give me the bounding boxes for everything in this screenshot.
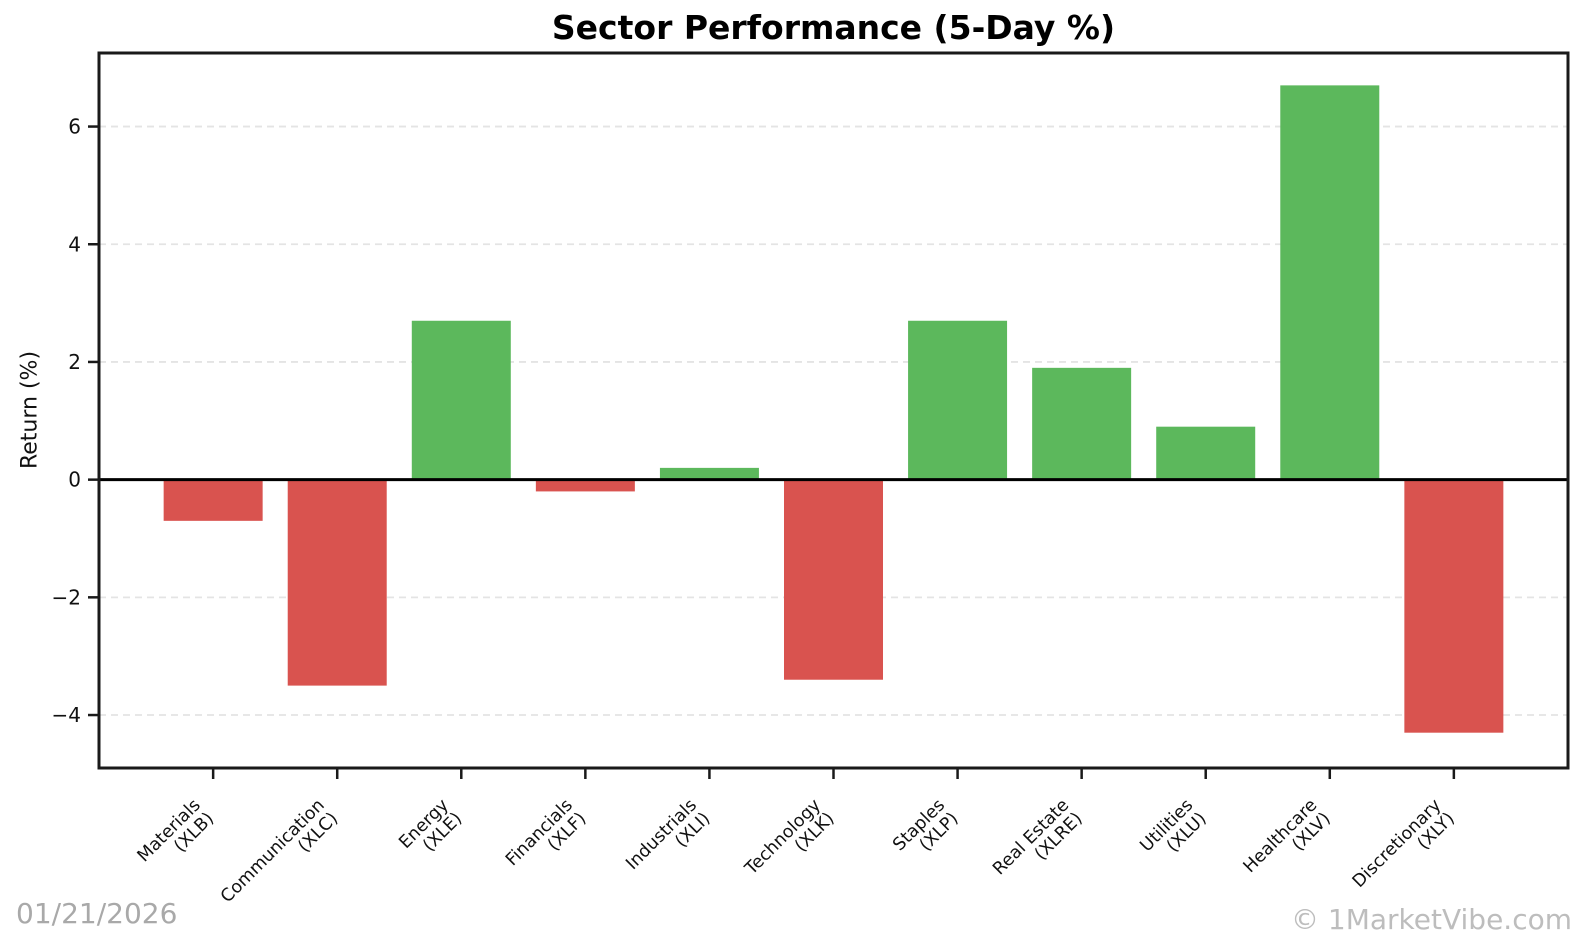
bar-XLE	[411, 320, 511, 480]
x-tick-label: Communication(XLC)	[217, 795, 342, 920]
x-tick-label: Materials(XLB)	[134, 795, 218, 879]
x-tick-label: Real Estate(XLRE)	[989, 795, 1086, 892]
bar-XLB	[163, 479, 263, 521]
bar-XLRE	[1032, 367, 1132, 480]
plot-border	[97, 51, 1570, 770]
y-tick-label: −4	[52, 703, 81, 727]
x-tick-label: Energy(XLE)	[395, 795, 466, 866]
bar-XLY	[1404, 479, 1504, 733]
watermark-date: 01/21/2026	[16, 897, 178, 930]
y-tick-label: 4	[68, 232, 81, 256]
bar-XLC	[287, 479, 387, 686]
bar-XLV	[1280, 85, 1380, 480]
x-tick-label: Industrials(XLI)	[622, 795, 714, 887]
bar-XLK	[784, 479, 883, 680]
y-tick-label: 6	[68, 115, 81, 139]
bar-XLF	[535, 479, 635, 492]
x-tick-label: Utilities(XLU)	[1137, 795, 1211, 869]
x-tick-label: Staples(XLP)	[889, 795, 962, 868]
x-tick-label: Financials(XLF)	[502, 795, 590, 883]
x-tick-label: Healthcare(XLV)	[1240, 795, 1335, 890]
bar-XLU	[1156, 426, 1256, 480]
y-tick-label: 0	[68, 468, 81, 492]
bar-XLI	[659, 467, 759, 480]
y-tick-label: −2	[52, 585, 81, 609]
x-tick-label: Technology(XLK)	[741, 795, 839, 893]
y-tick-label: 2	[68, 350, 81, 374]
chart-title: Sector Performance (5-Day %)	[551, 8, 1116, 47]
x-tick-label: Discretionary(XLY)	[1349, 795, 1459, 905]
watermark-brand: © 1MarketVibe.com	[1291, 903, 1572, 936]
bar-XLP	[908, 320, 1008, 480]
